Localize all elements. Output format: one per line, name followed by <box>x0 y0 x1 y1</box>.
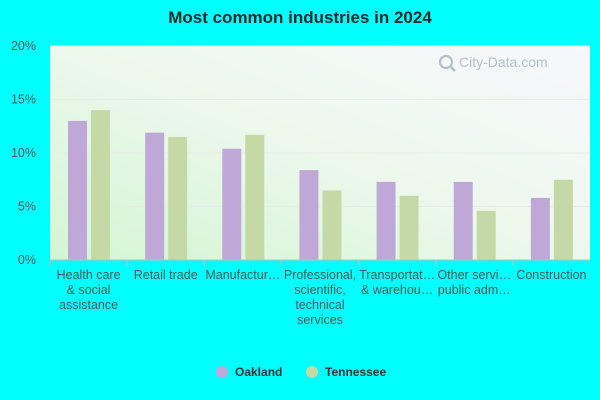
x-category-label: Health care & social assistance <box>57 268 121 312</box>
x-category-label-line: & warehou… <box>361 283 433 297</box>
x-category-label-line: assistance <box>59 298 118 312</box>
bar-oakland-4 <box>376 181 396 260</box>
bar-tennessee-4 <box>399 195 419 260</box>
x-category-label-line: technical <box>295 298 344 312</box>
x-category-label-line: Health care <box>57 268 121 282</box>
bar-tennessee-3 <box>322 190 342 260</box>
bar-tennessee-2 <box>245 134 265 260</box>
y-tick-label: 10% <box>11 146 36 160</box>
chart-title: Most common industries in 2024 <box>168 8 432 27</box>
bar-oakland-6 <box>530 197 550 260</box>
bar-tennessee-1 <box>168 136 188 260</box>
watermark: City-Data.com <box>438 54 548 72</box>
x-category-label-line: Construction <box>516 268 586 282</box>
x-category-label: Professional, scientific, technical service… <box>284 268 356 327</box>
x-category-label: Retail trade <box>134 268 198 282</box>
x-category-label-line: Manufactur… <box>205 268 280 282</box>
watermark-text: City-Data.com <box>459 54 548 70</box>
bar-oakland-1 <box>145 132 165 260</box>
legend-swatch-oakland <box>216 366 228 378</box>
gridlines <box>50 45 590 207</box>
y-tick-label: 20% <box>11 39 36 53</box>
x-category-label-line: Professional, <box>284 268 356 282</box>
bar-oakland-0 <box>68 120 87 261</box>
x-category-label-line: Other servi… <box>437 268 511 282</box>
legend-label-oakland: Oakland <box>235 365 282 379</box>
y-tick-label: 15% <box>11 93 36 107</box>
x-category-label: Manufactur… <box>205 268 280 282</box>
bars <box>68 110 573 261</box>
x-category-label-line: & social <box>67 283 111 297</box>
x-category-label: Transportat… & warehou… <box>359 268 435 297</box>
x-category-label-line: Retail trade <box>134 268 198 282</box>
legend-label-tennessee: Tennessee <box>325 365 386 379</box>
x-category-label: Construction <box>516 268 586 282</box>
x-category-label: Other servi… public adm… <box>437 268 511 297</box>
bar-oakland-2 <box>222 148 242 260</box>
y-tick-label: 0% <box>18 253 36 267</box>
y-tick-label: 5% <box>18 200 36 214</box>
legend: Oakland Tennessee <box>216 365 386 379</box>
legend-swatch-tennessee <box>306 366 318 378</box>
magnifier-icon <box>438 54 456 72</box>
x-category-label-line: scientific, <box>294 283 345 297</box>
bar-oakland-3 <box>299 170 319 260</box>
x-axis: Health care & social assistance Retail trad… <box>49 260 587 327</box>
bar-oakland-5 <box>453 181 473 260</box>
y-axis: 0% 5% 10% 15% 20% <box>11 39 36 267</box>
bar-tennessee-6 <box>553 179 573 260</box>
bar-tennessee-0 <box>91 110 110 260</box>
x-category-label-line: services <box>297 313 343 327</box>
bar-tennessee-5 <box>476 210 496 260</box>
x-category-label-line: Transportat… <box>359 268 435 282</box>
x-category-label-line: public adm… <box>438 283 511 297</box>
